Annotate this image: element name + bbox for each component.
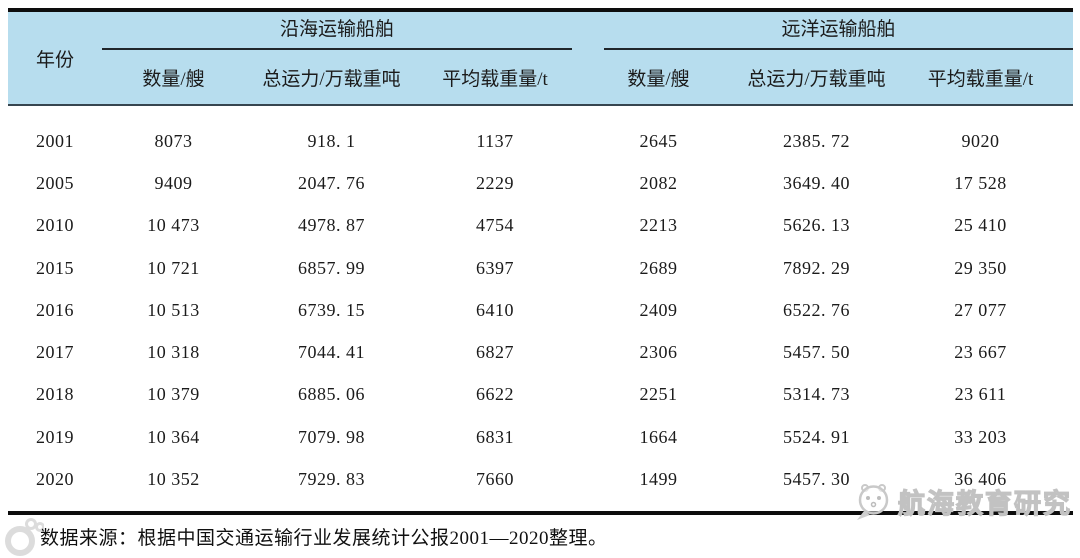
coastal-quantity-cell: 10 352 <box>147 469 200 490</box>
year-column-header: 年份 <box>35 49 74 71</box>
ocean-quantity-cell: 2689 <box>639 257 678 278</box>
table-row: 2017 10 318 7044. 41 6827 2306 5457. 50 … <box>8 331 1073 373</box>
ocean-avg-load-header: 平均载重量/t <box>927 68 1034 90</box>
coastal-capacity-header: 总运力/万载重吨 <box>262 68 401 90</box>
ocean-quantity-header: 数量/艘 <box>627 68 690 90</box>
coastal-quantity-cell: 10 513 <box>147 299 200 320</box>
coastal-capacity-cell: 7044. 41 <box>298 342 365 363</box>
ocean-quantity-cell: 2409 <box>639 299 678 320</box>
coastal-avg-load-header: 平均载重量/t <box>442 68 548 90</box>
year-cell: 2015 <box>36 257 74 278</box>
ocean-avg-load-cell: 23 667 <box>954 342 1007 363</box>
ocean-group-header: 远洋运输船舶 <box>604 12 1073 50</box>
coastal-capacity-cell: 6885. 06 <box>298 384 365 405</box>
ocean-quantity-cell: 2306 <box>639 342 678 363</box>
coastal-avg-load-cell: 2229 <box>476 172 514 193</box>
coastal-avg-load-cell: 1137 <box>476 130 514 151</box>
table-row: 2001 8073 918. 1 1137 2645 2385. 72 9020 <box>8 120 1073 162</box>
coastal-avg-load-cell: 6622 <box>476 384 514 405</box>
coastal-quantity-cell: 10 379 <box>147 384 200 405</box>
table-row: 2020 10 352 7929. 83 7660 1499 5457. 30 … <box>8 458 1073 500</box>
coastal-capacity-cell: 6739. 15 <box>298 299 365 320</box>
table-header: 年份 沿海运输船舶 远洋运输船舶 数量/艘 总运力/万载重吨 平均载重量/t 数… <box>8 12 1073 106</box>
table-row: 2019 10 364 7079. 98 6831 1664 5524. 91 … <box>8 416 1073 458</box>
ocean-capacity-header: 总运力/万载重吨 <box>747 68 886 90</box>
table-bottom-rule <box>8 511 1073 515</box>
coastal-capacity-cell: 4978. 87 <box>298 215 365 236</box>
year-cell: 2017 <box>36 342 74 363</box>
watermark-right: 航海教育研究 <box>852 481 1072 521</box>
table-row: 2016 10 513 6739. 15 6410 2409 6522. 76 … <box>8 289 1073 331</box>
ocean-quantity-cell: 1499 <box>639 469 678 490</box>
panda-face-logo-icon <box>857 484 889 520</box>
table-row: 2005 9409 2047. 76 2229 2082 3649. 40 17… <box>8 162 1073 204</box>
coastal-quantity-header: 数量/艘 <box>142 68 205 90</box>
watermark-logo-left <box>4 516 45 558</box>
ocean-capacity-cell: 6522. 76 <box>783 299 850 320</box>
ocean-capacity-cell: 3649. 40 <box>783 172 850 193</box>
table-row: 2010 10 473 4978. 87 4754 2213 5626. 13 … <box>8 205 1073 247</box>
coastal-quantity-cell: 8073 <box>154 130 193 151</box>
coastal-capacity-cell: 7079. 98 <box>298 426 365 447</box>
coastal-quantity-cell: 9409 <box>154 172 193 193</box>
ocean-avg-load-cell: 9020 <box>961 130 1000 151</box>
ocean-capacity-cell: 5457. 30 <box>783 469 850 490</box>
year-cell: 2018 <box>36 384 74 405</box>
coastal-avg-load-cell: 7660 <box>476 469 514 490</box>
ocean-quantity-cell: 2082 <box>639 172 678 193</box>
coastal-avg-load-cell: 6410 <box>476 299 514 320</box>
ocean-capacity-cell: 5626. 13 <box>783 215 850 236</box>
watermark-journal-name: 航海教育研究 <box>897 488 1072 519</box>
source-note: 数据来源：根据中国交通运输行业发展统计公报2001—2020整理。 <box>40 528 608 549</box>
ocean-capacity-cell: 5314. 73 <box>783 384 850 405</box>
ocean-capacity-cell: 2385. 72 <box>783 130 850 151</box>
ocean-avg-load-cell: 25 410 <box>954 215 1007 236</box>
coastal-avg-load-cell: 6831 <box>476 426 514 447</box>
coastal-quantity-cell: 10 318 <box>147 342 200 363</box>
table-row: 2015 10 721 6857. 99 6397 2689 7892. 29 … <box>8 247 1073 289</box>
ocean-capacity-cell: 7892. 29 <box>783 257 850 278</box>
ocean-avg-load-cell: 33 203 <box>954 426 1007 447</box>
coastal-quantity-cell: 10 721 <box>147 257 200 278</box>
coastal-quantity-cell: 10 364 <box>147 426 200 447</box>
coastal-capacity-cell: 918. 1 <box>307 130 356 151</box>
ocean-avg-load-cell: 29 350 <box>954 257 1007 278</box>
table-row: 2018 10 379 6885. 06 6622 2251 5314. 73 … <box>8 374 1073 416</box>
coastal-avg-load-cell: 6827 <box>476 342 514 363</box>
year-cell: 2019 <box>36 426 74 447</box>
coastal-avg-load-cell: 4754 <box>476 215 514 236</box>
year-cell: 2016 <box>36 299 74 320</box>
coastal-avg-load-cell: 6397 <box>476 257 514 278</box>
coastal-capacity-cell: 6857. 99 <box>298 257 365 278</box>
ocean-capacity-cell: 5457. 50 <box>783 342 850 363</box>
table-body: 2001 8073 918. 1 1137 2645 2385. 72 9020… <box>8 106 1073 501</box>
ocean-avg-load-cell: 17 528 <box>954 172 1007 193</box>
ocean-avg-load-cell: 23 611 <box>954 384 1007 405</box>
table-top-rule <box>8 8 1073 12</box>
year-cell: 2010 <box>36 215 74 236</box>
circles-logo-icon <box>5 518 45 556</box>
ocean-quantity-cell: 2213 <box>639 215 678 236</box>
coastal-quantity-cell: 10 473 <box>147 215 200 236</box>
year-cell: 2005 <box>36 172 74 193</box>
ocean-quantity-cell: 1664 <box>639 426 678 447</box>
year-cell: 2020 <box>36 469 74 490</box>
coastal-group-header: 沿海运输船舶 <box>102 12 572 50</box>
ocean-quantity-cell: 2645 <box>639 130 678 151</box>
coastal-capacity-cell: 7929. 83 <box>298 469 365 490</box>
coastal-capacity-cell: 2047. 76 <box>298 172 365 193</box>
ocean-quantity-cell: 2251 <box>639 384 678 405</box>
year-cell: 2001 <box>36 130 74 151</box>
ocean-avg-load-cell: 27 077 <box>954 299 1007 320</box>
ocean-capacity-cell: 5524. 91 <box>783 426 850 447</box>
ocean-avg-load-cell: 36 406 <box>954 469 1007 490</box>
